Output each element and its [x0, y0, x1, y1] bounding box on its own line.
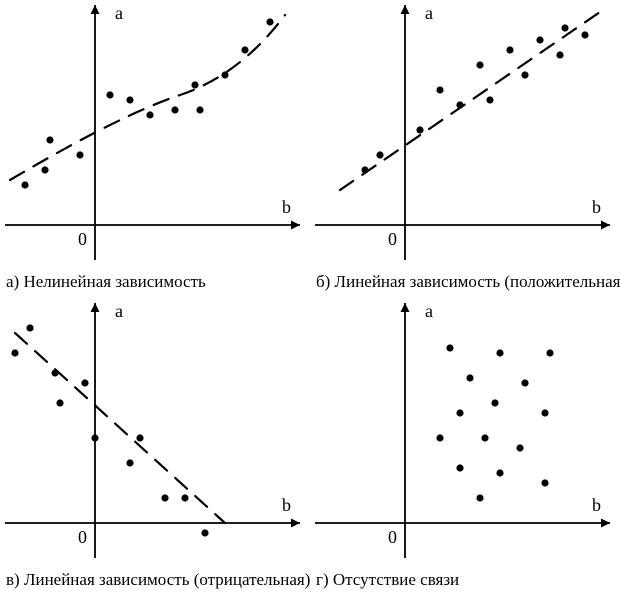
svg-text:0: 0: [388, 527, 397, 547]
svg-text:a: a: [425, 3, 433, 23]
caption-a: а) Нелинейная зависимость: [6, 272, 206, 292]
chart-c: a b 0: [0, 298, 310, 596]
svg-text:a: a: [115, 3, 123, 23]
caption-d: г) Отсутствие связи: [316, 570, 459, 590]
panel-a: a b 0 а) Нелинейная зависимость: [0, 0, 310, 298]
caption-b: б) Линейная зависимость (положительная): [316, 272, 620, 292]
caption-c: в) Линейная зависимость (отрицательная): [6, 570, 310, 590]
svg-text:0: 0: [78, 229, 87, 249]
chart-b: a b 0: [310, 0, 620, 298]
chart-d: a b 0: [310, 298, 620, 596]
scatter-grid: a b 0 а) Нелинейная зависимость a b 0 б) Лин…: [0, 0, 620, 596]
svg-text:0: 0: [78, 527, 87, 547]
panel-d: a b 0 г) Отсутствие связи: [310, 298, 620, 596]
svg-text:b: b: [592, 197, 601, 217]
chart-a: a b 0: [0, 0, 310, 298]
svg-text:a: a: [115, 301, 123, 321]
svg-text:b: b: [592, 495, 601, 515]
svg-text:b: b: [282, 495, 291, 515]
svg-text:a: a: [425, 301, 433, 321]
panel-c: a b 0 в) Линейная зависимость (отрицательн…: [0, 298, 310, 596]
panel-b: a b 0 б) Линейная зависимость (положительн…: [310, 0, 620, 298]
svg-text:b: b: [282, 197, 291, 217]
svg-text:0: 0: [388, 229, 397, 249]
